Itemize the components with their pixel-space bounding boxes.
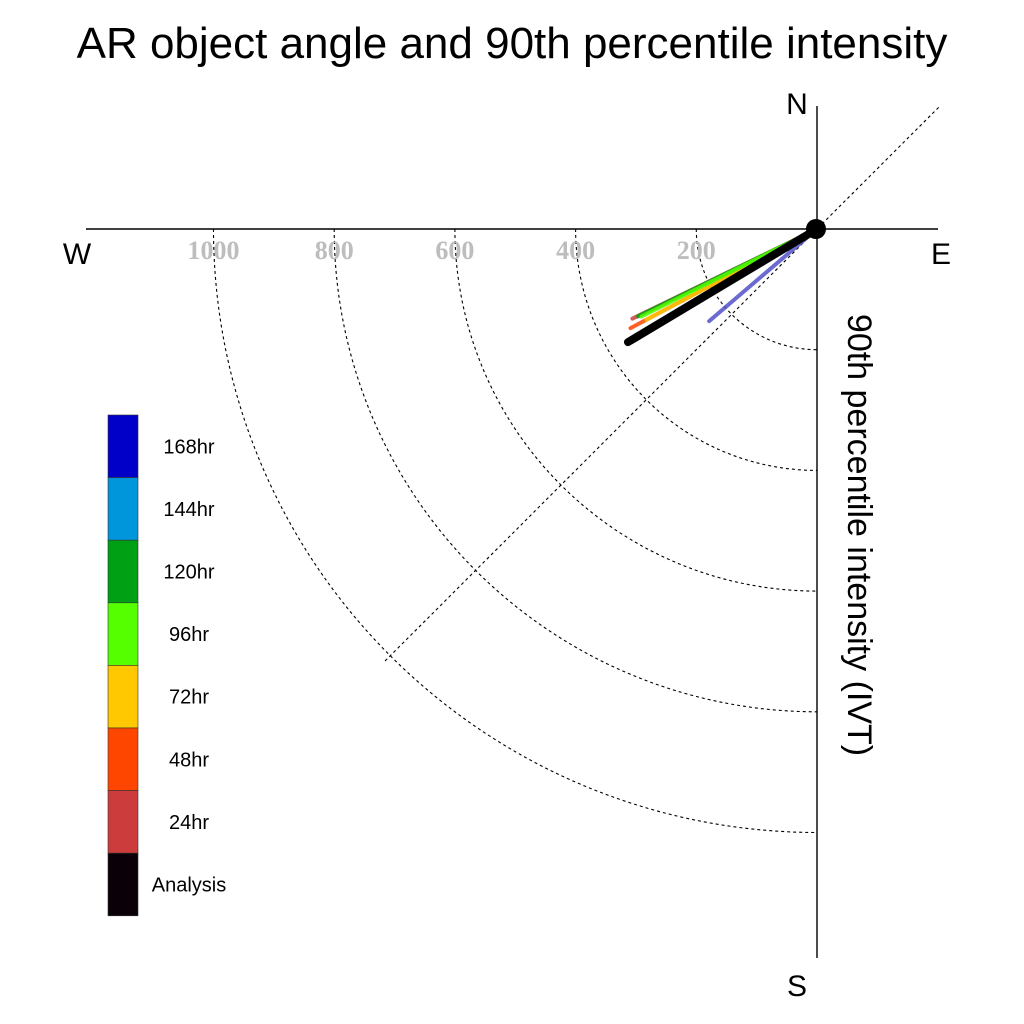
west-label: W (63, 238, 92, 271)
vector-layer (623, 225, 821, 347)
legend-label-24hr: 24hr (169, 812, 209, 834)
legend-swatch-96hr (107, 602, 139, 666)
tick-label-200: 200 (677, 236, 716, 265)
grid-arc-400 (575, 228, 818, 471)
legend-swatch-120hr (107, 539, 139, 604)
tick-label-600: 600 (435, 236, 474, 265)
chart-title: AR object angle and 90th percentile inte… (77, 19, 948, 68)
legend-label-72hr: 72hr (169, 687, 209, 709)
axes (86, 105, 941, 958)
tick-label-800: 800 (315, 236, 354, 265)
legend-label-120hr: 120hr (163, 562, 214, 584)
y-axis-label: 90th percentile intensity (IVT) (840, 314, 878, 756)
legend-label-168hr: 168hr (163, 436, 214, 458)
legend-label-144hr: 144hr (163, 499, 214, 521)
vector-analysis (623, 225, 821, 347)
legend: 168hr 144hr 120hr 96hr 72hr 48hr 24hr Analysis (107, 414, 226, 917)
diagonal-guide (384, 105, 941, 662)
grid-arc-200 (695, 228, 818, 351)
tick-label-400: 400 (556, 236, 595, 265)
radial-tick-labels: 200 400 600 800 1000 (188, 236, 716, 265)
legend-swatch-24hr (107, 790, 139, 854)
legend-swatch-48hr (107, 727, 139, 791)
legend-label-96hr: 96hr (169, 624, 209, 646)
tick-label-1000: 1000 (188, 236, 240, 265)
legend-swatch-144hr (107, 477, 139, 541)
south-label: S (787, 970, 807, 1003)
legend-swatch-analysis (107, 852, 139, 917)
origin-marker (806, 219, 826, 239)
legend-swatch-168hr (107, 414, 139, 478)
east-label: E (931, 238, 951, 271)
grid-arc-1000 (212, 228, 818, 834)
legend-label-48hr: 48hr (169, 749, 209, 771)
legend-label-analysis: Analysis (152, 875, 226, 897)
legend-swatch-72hr (107, 665, 139, 729)
north-label: N (786, 88, 808, 121)
